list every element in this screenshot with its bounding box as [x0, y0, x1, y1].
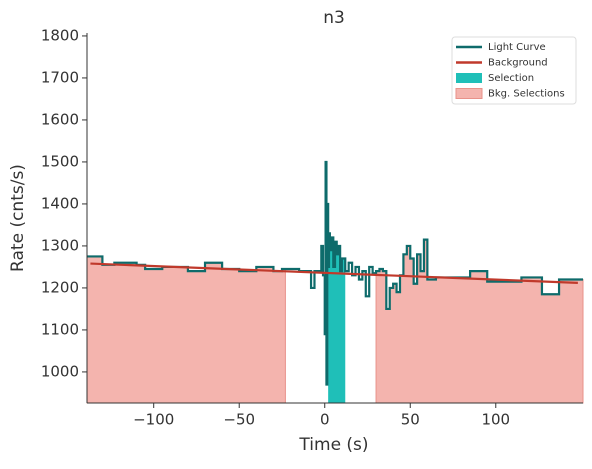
y-tick-label: 1400 [41, 194, 79, 212]
selection-fill [328, 233, 346, 403]
x-tick-label: 0 [320, 411, 330, 429]
legend-box [451, 36, 577, 105]
y-tick-label: 1700 [41, 68, 79, 86]
y-tick-label: 1600 [41, 110, 79, 128]
legend-swatch [456, 73, 482, 83]
background-line [90, 262, 578, 284]
y-tick-label: 1500 [41, 152, 79, 170]
selection-fill [375, 239, 584, 404]
x-tick-label: −100 [133, 411, 174, 429]
legend-label: Bkg. Selections [488, 89, 565, 100]
chart-title: n3 [323, 8, 345, 28]
x-axis-label: Time (s) [298, 435, 368, 455]
x-tick-label: 50 [401, 411, 420, 429]
light-curve [87, 160, 583, 386]
y-tick-label: 1100 [41, 320, 79, 338]
y-tick-label: 1200 [41, 278, 79, 296]
selection-fill [86, 255, 286, 404]
y-tick-label: 1800 [41, 26, 79, 44]
x-tick-label: 100 [481, 411, 510, 429]
y-axis-label: Rate (cnts/s) [8, 164, 28, 272]
legend-label: Background [488, 58, 548, 69]
y-tick-label: 1300 [41, 236, 79, 254]
legend-label: Selection [488, 73, 534, 84]
legend-swatch [455, 88, 483, 99]
legend-label: Light Curve [488, 42, 546, 53]
x-tick-label: −50 [223, 411, 255, 429]
y-tick-label: 1000 [41, 362, 79, 380]
